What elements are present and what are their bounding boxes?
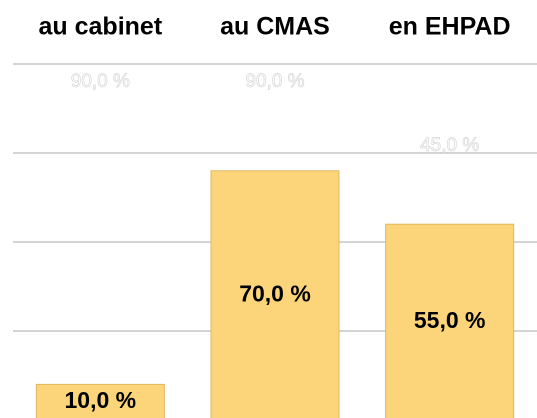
annotation: 90,0 %: [245, 71, 304, 92]
annotation: 90,0 %: [71, 71, 130, 92]
bar: [210, 170, 340, 418]
value-label: 55,0 %: [414, 307, 486, 333]
annotation: 45,0 %: [420, 135, 479, 156]
value-label: 10,0 %: [65, 387, 137, 413]
category-label: au CMAS: [220, 13, 330, 41]
bar: [385, 223, 515, 418]
category-label: en EHPAD: [389, 13, 511, 41]
value-label: 70,0 %: [239, 280, 311, 306]
category-label: au cabinet: [39, 13, 163, 41]
bar: [35, 383, 165, 418]
